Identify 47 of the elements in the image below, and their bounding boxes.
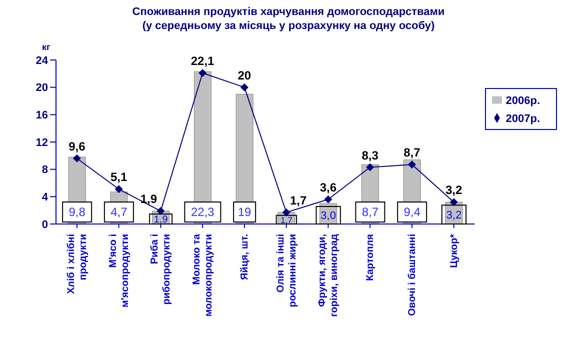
- data-label: 4,7: [110, 205, 128, 219]
- data-label: 1,7: [290, 193, 307, 208]
- data-label: 3,2: [445, 183, 462, 198]
- data-label: 1,7: [280, 214, 293, 225]
- data-label: 3,0: [320, 210, 336, 222]
- data-label: 9,4: [404, 205, 421, 219]
- legend-label: 2006р.: [506, 95, 540, 107]
- point: [240, 83, 248, 92]
- data-label: 8,7: [362, 205, 379, 219]
- y-tick-label: 16: [36, 110, 48, 122]
- chart-title: Споживання продуктів харчування домогосподарствами: [131, 6, 446, 18]
- data-label: 1,9: [154, 214, 168, 226]
- data-label: 22,3: [191, 205, 215, 219]
- data-label: 20: [238, 68, 252, 82]
- data-label: 9,8: [68, 205, 86, 219]
- point: [156, 207, 165, 216]
- data-label: 3,6: [320, 180, 337, 194]
- point: [450, 198, 458, 206]
- y-tick-label: 12: [36, 136, 48, 149]
- y-tick-label: 24: [36, 54, 49, 67]
- x-tick-label: Овочі і баштанні: [406, 234, 418, 316]
- point: [324, 195, 332, 204]
- y-axis-title: кг: [42, 42, 50, 52]
- point: [408, 160, 416, 169]
- x-tick-label: Цукор*: [448, 234, 460, 268]
- point: [198, 68, 207, 77]
- data-label: 5,1: [110, 170, 128, 184]
- legend-label: 2007р.: [506, 113, 540, 125]
- x-tick-label: Хліб і хлібні продукти: [66, 234, 89, 294]
- point: [282, 208, 290, 216]
- y-tick-label: 4: [42, 192, 49, 204]
- data-label: 22,1: [190, 54, 215, 68]
- y-tick-label: 20: [36, 82, 48, 94]
- chart-subtitle: (у середньому за місяць у розрахунку на одну особу): [141, 20, 436, 32]
- data-label: 3,2: [446, 210, 462, 222]
- point: [366, 163, 374, 172]
- y-tick-label: 8: [42, 164, 48, 176]
- data-label: 8,7: [404, 146, 421, 160]
- data-label: 19: [238, 205, 252, 219]
- point: [72, 154, 81, 162]
- point: [114, 185, 123, 194]
- data-label: 9,6: [68, 139, 86, 154]
- x-tick-label: Картопля: [365, 234, 376, 281]
- x-tick-label: Яйця, шт.: [239, 234, 250, 280]
- data-label: 1,9: [140, 192, 158, 206]
- data-label: 8,3: [362, 148, 379, 162]
- y-tick-label: 0: [42, 218, 48, 231]
